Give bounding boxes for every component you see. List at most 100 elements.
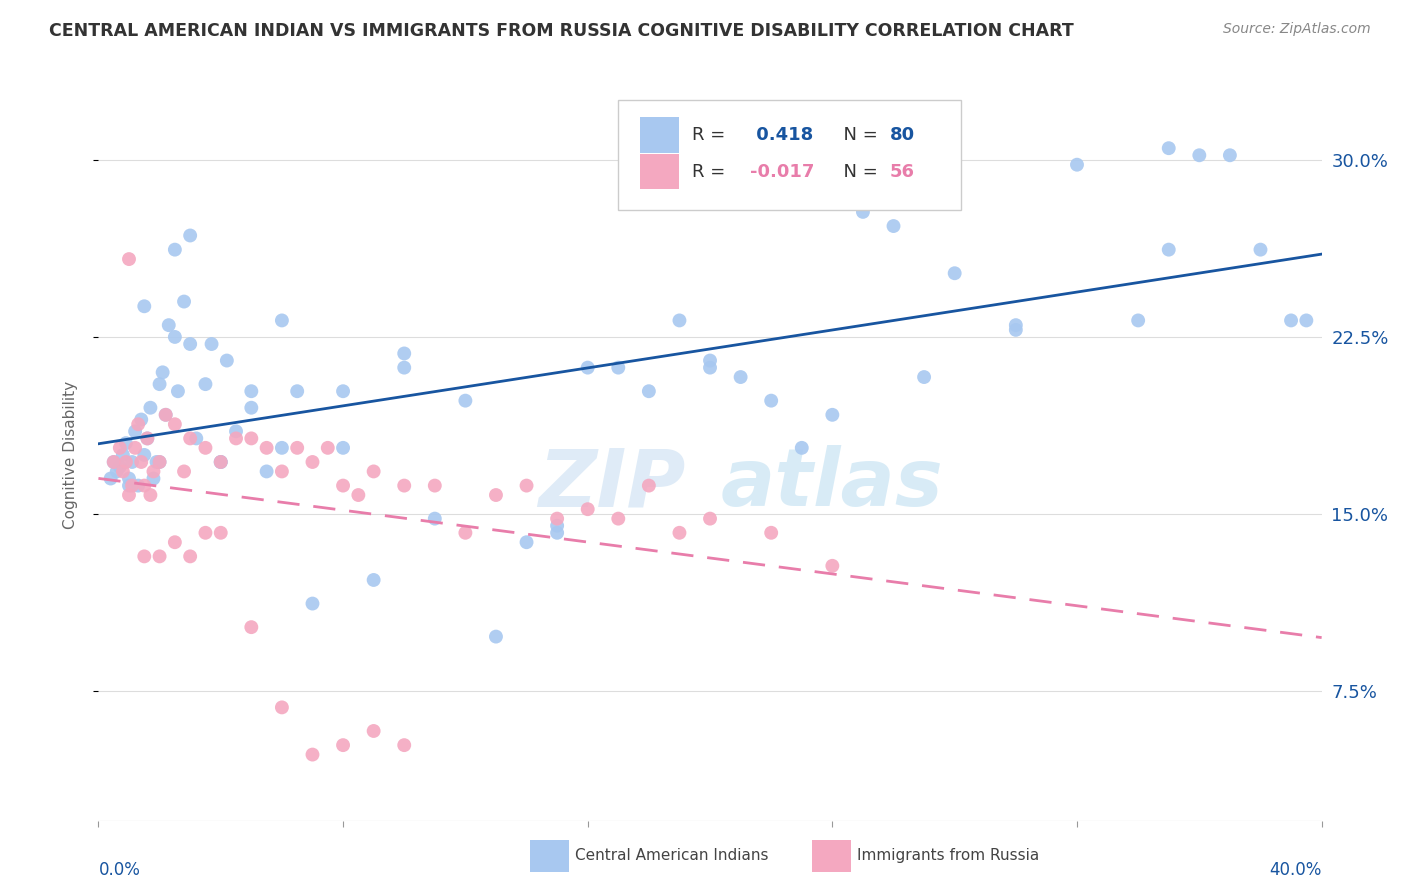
Point (761, 525, 783, 540)
Point (111, 448, 134, 462)
Point (139, 488, 162, 502)
Point (124, 425, 146, 439)
Point (1004, 323, 1026, 337)
Text: R =: R = (692, 163, 731, 181)
FancyBboxPatch shape (811, 839, 851, 871)
Point (134, 299, 156, 313)
Point (761, 393, 783, 408)
Text: Central American Indians: Central American Indians (575, 848, 769, 863)
Point (392, 360, 416, 375)
Point (392, 478, 416, 492)
Y-axis label: Cognitive Disability: Cognitive Disability (63, 381, 77, 529)
Point (301, 455, 323, 469)
Point (155, 408, 177, 422)
Point (163, 417, 186, 432)
Point (240, 620, 263, 634)
Point (576, 360, 599, 375)
Point (607, 511, 630, 525)
Point (301, 597, 323, 611)
Point (576, 502, 599, 516)
Point (363, 465, 385, 479)
Point (142, 465, 165, 479)
Point (270, 313, 294, 327)
Point (179, 337, 201, 351)
Point (108, 459, 131, 474)
Point (1279, 313, 1302, 327)
Point (1157, 243, 1180, 257)
Point (256, 441, 278, 455)
Point (332, 478, 354, 492)
FancyBboxPatch shape (640, 117, 679, 153)
Point (134, 478, 156, 492)
Point (516, 478, 538, 492)
Point (730, 370, 752, 384)
Point (852, 205, 875, 219)
Text: atlas: atlas (721, 445, 943, 524)
Text: 0.0%: 0.0% (98, 861, 141, 879)
Point (155, 408, 177, 422)
Point (699, 511, 721, 525)
Point (103, 455, 125, 469)
Point (285, 441, 308, 455)
Point (121, 455, 143, 469)
Point (152, 365, 174, 379)
Point (209, 455, 232, 469)
Point (516, 535, 538, 549)
Point (392, 346, 416, 360)
Point (1188, 148, 1211, 162)
Point (111, 465, 134, 479)
Point (1250, 243, 1272, 257)
Point (118, 252, 141, 266)
Point (121, 478, 143, 492)
Point (173, 465, 195, 479)
Point (134, 549, 156, 564)
Point (149, 455, 172, 469)
Point (546, 511, 568, 525)
Point (136, 431, 159, 445)
Point (607, 360, 630, 375)
Point (332, 738, 354, 752)
Point (270, 700, 294, 714)
Point (363, 723, 385, 738)
Point (127, 417, 149, 432)
Text: 0.418: 0.418 (751, 127, 814, 145)
Point (136, 431, 159, 445)
Point (699, 360, 721, 375)
Point (103, 455, 125, 469)
Point (285, 384, 308, 399)
Point (215, 353, 238, 368)
Point (316, 441, 339, 455)
Point (392, 738, 416, 752)
Point (363, 573, 385, 587)
Point (699, 353, 721, 368)
Point (179, 228, 201, 243)
Point (943, 266, 966, 280)
Point (1128, 313, 1150, 327)
Point (852, 195, 875, 210)
Text: -0.017: -0.017 (751, 163, 814, 181)
Point (790, 441, 813, 455)
Point (186, 431, 208, 445)
Point (209, 525, 232, 540)
FancyBboxPatch shape (619, 100, 960, 210)
Point (179, 549, 201, 564)
Point (454, 525, 477, 540)
Text: 40.0%: 40.0% (1270, 861, 1322, 879)
Point (194, 525, 217, 540)
Point (209, 455, 232, 469)
Point (332, 441, 354, 455)
Point (124, 441, 146, 455)
Point (209, 455, 232, 469)
Point (225, 425, 247, 439)
Text: N =: N = (832, 163, 884, 181)
Point (423, 478, 446, 492)
Point (163, 330, 186, 344)
Point (270, 465, 294, 479)
Point (821, 408, 844, 422)
Point (423, 511, 446, 525)
Point (638, 384, 661, 399)
Point (149, 377, 172, 392)
Point (149, 549, 172, 564)
Point (1066, 158, 1088, 172)
Point (157, 318, 180, 333)
